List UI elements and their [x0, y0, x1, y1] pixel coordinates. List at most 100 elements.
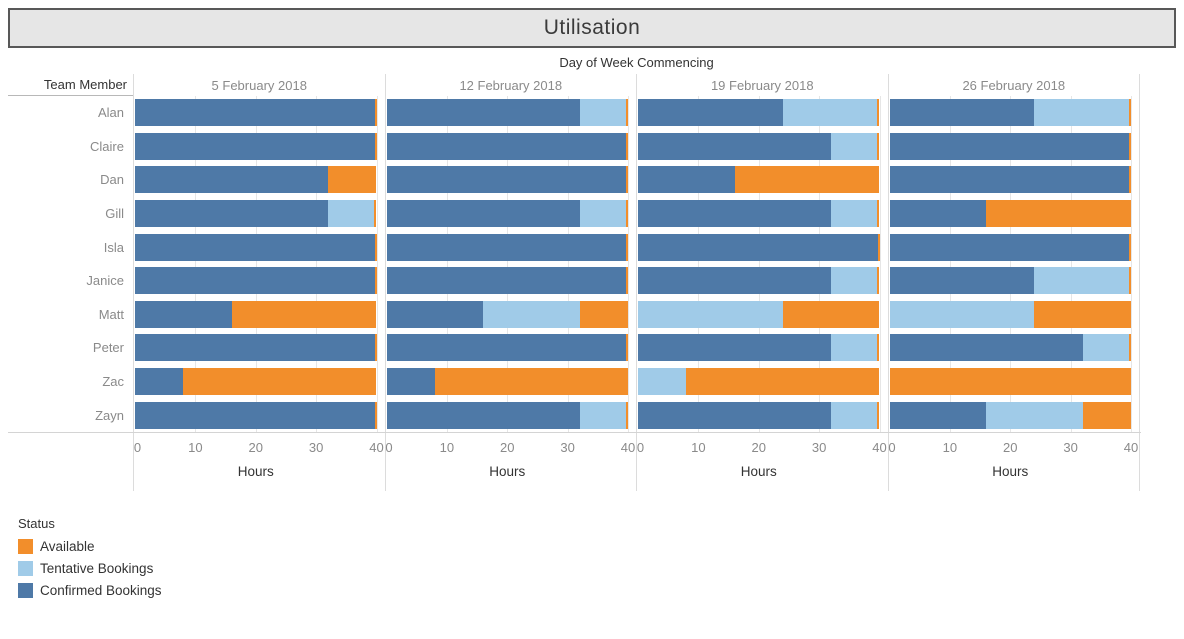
- utilisation-bar[interactable]: [386, 166, 628, 194]
- bar-segment-available[interactable]: [986, 200, 1131, 228]
- bar-segment-available[interactable]: [1082, 401, 1131, 429]
- row-label-isla[interactable]: Isla: [103, 239, 124, 255]
- utilisation-bar[interactable]: [638, 267, 880, 295]
- legend-item-tentative[interactable]: Tentative Bookings: [18, 560, 1184, 576]
- utilisation-bar[interactable]: [135, 267, 377, 295]
- bar-segment-tentative[interactable]: [831, 401, 880, 429]
- bar-segment-tentative[interactable]: [1082, 334, 1131, 362]
- bar-segment-confirmed[interactable]: [386, 300, 484, 328]
- utilisation-bar[interactable]: [889, 200, 1132, 228]
- utilisation-bar[interactable]: [135, 99, 377, 127]
- utilisation-bar[interactable]: [386, 334, 628, 362]
- bar-segment-confirmed[interactable]: [638, 99, 783, 127]
- bar-segment-tentative[interactable]: [831, 334, 880, 362]
- utilisation-bar[interactable]: [638, 368, 880, 396]
- bar-segment-confirmed[interactable]: [386, 233, 628, 261]
- utilisation-bar[interactable]: [135, 166, 377, 194]
- bar-segment-available[interactable]: [734, 166, 880, 194]
- panel-header-week[interactable]: 5 February 2018: [133, 74, 385, 96]
- bar-segment-tentative[interactable]: [831, 200, 880, 228]
- bar-segment-confirmed[interactable]: [638, 233, 880, 261]
- bar-segment-confirmed[interactable]: [135, 166, 329, 194]
- bar-segment-tentative[interactable]: [579, 401, 628, 429]
- row-label-zac[interactable]: Zac: [102, 374, 124, 390]
- bar-segment-confirmed[interactable]: [135, 401, 377, 429]
- bar-segment-confirmed[interactable]: [889, 200, 987, 228]
- bar-segment-available[interactable]: [434, 368, 628, 396]
- utilisation-bar[interactable]: [135, 334, 377, 362]
- bar-segment-confirmed[interactable]: [889, 99, 1035, 127]
- bar-segment-confirmed[interactable]: [638, 166, 735, 194]
- utilisation-bar[interactable]: [386, 267, 628, 295]
- utilisation-bar[interactable]: [386, 233, 628, 261]
- row-label-matt[interactable]: Matt: [98, 306, 124, 322]
- utilisation-bar[interactable]: [638, 300, 880, 328]
- bar-segment-confirmed[interactable]: [135, 368, 184, 396]
- bar-segment-tentative[interactable]: [831, 132, 880, 160]
- panel-header-week[interactable]: 26 February 2018: [887, 74, 1140, 96]
- bar-segment-available[interactable]: [782, 300, 880, 328]
- bar-segment-tentative[interactable]: [638, 300, 783, 328]
- bar-segment-confirmed[interactable]: [638, 132, 832, 160]
- utilisation-bar[interactable]: [638, 401, 880, 429]
- bar-segment-confirmed[interactable]: [889, 334, 1083, 362]
- bar-segment-confirmed[interactable]: [889, 166, 1131, 194]
- bar-segment-confirmed[interactable]: [135, 334, 377, 362]
- bar-segment-confirmed[interactable]: [135, 267, 377, 295]
- bar-segment-confirmed[interactable]: [386, 132, 628, 160]
- utilisation-bar[interactable]: [638, 233, 880, 261]
- utilisation-bar[interactable]: [386, 368, 629, 396]
- bar-segment-confirmed[interactable]: [135, 132, 377, 160]
- bar-segment-tentative[interactable]: [579, 200, 628, 228]
- row-label-gill[interactable]: Gill: [105, 206, 124, 222]
- utilisation-bar[interactable]: [889, 267, 1132, 295]
- utilisation-bar[interactable]: [638, 200, 880, 228]
- bar-segment-available[interactable]: [686, 368, 880, 396]
- bar-segment-tentative[interactable]: [831, 267, 880, 295]
- bar-segment-confirmed[interactable]: [889, 233, 1131, 261]
- bar-segment-confirmed[interactable]: [386, 334, 628, 362]
- utilisation-bar[interactable]: [638, 334, 880, 362]
- row-label-dan[interactable]: Dan: [100, 172, 124, 188]
- bar-segment-confirmed[interactable]: [386, 267, 628, 295]
- utilisation-bar[interactable]: [135, 132, 377, 160]
- utilisation-bar[interactable]: [386, 300, 629, 328]
- row-label-claire[interactable]: Claire: [90, 138, 124, 154]
- bar-segment-available[interactable]: [1034, 300, 1131, 328]
- utilisation-bar[interactable]: [889, 99, 1132, 127]
- utilisation-bar[interactable]: [386, 99, 629, 127]
- bar-segment-tentative[interactable]: [1034, 99, 1131, 127]
- row-label-peter[interactable]: Peter: [92, 340, 124, 356]
- utilisation-bar[interactable]: [889, 166, 1131, 194]
- utilisation-bar[interactable]: [638, 166, 880, 194]
- utilisation-bar[interactable]: [638, 132, 880, 160]
- bar-segment-confirmed[interactable]: [386, 166, 628, 194]
- legend-item-available[interactable]: Available: [18, 538, 1184, 554]
- bar-segment-confirmed[interactable]: [638, 334, 832, 362]
- utilisation-bar[interactable]: [135, 200, 377, 228]
- utilisation-bar[interactable]: [386, 132, 628, 160]
- row-label-zayn[interactable]: Zayn: [95, 407, 124, 423]
- bar-segment-confirmed[interactable]: [638, 200, 832, 228]
- bar-segment-tentative[interactable]: [889, 300, 1035, 328]
- bar-segment-tentative[interactable]: [328, 200, 377, 228]
- bar-segment-confirmed[interactable]: [135, 99, 377, 127]
- utilisation-bar[interactable]: [889, 334, 1132, 362]
- utilisation-bar[interactable]: [386, 200, 629, 228]
- utilisation-bar[interactable]: [889, 368, 1131, 396]
- bar-segment-confirmed[interactable]: [638, 267, 832, 295]
- bar-segment-confirmed[interactable]: [889, 401, 987, 429]
- bar-segment-confirmed[interactable]: [386, 368, 435, 396]
- utilisation-bar[interactable]: [889, 233, 1131, 261]
- row-label-janice[interactable]: Janice: [86, 273, 124, 289]
- row-label-alan[interactable]: Alan: [97, 105, 124, 121]
- bar-segment-confirmed[interactable]: [386, 200, 580, 228]
- bar-segment-tentative[interactable]: [638, 368, 687, 396]
- utilisation-bar[interactable]: [386, 401, 629, 429]
- utilisation-bar[interactable]: [135, 300, 377, 328]
- utilisation-bar[interactable]: [135, 368, 377, 396]
- bar-segment-available[interactable]: [328, 166, 377, 194]
- bar-segment-tentative[interactable]: [782, 99, 880, 127]
- utilisation-bar[interactable]: [135, 233, 377, 261]
- panel-header-week[interactable]: 19 February 2018: [636, 74, 888, 96]
